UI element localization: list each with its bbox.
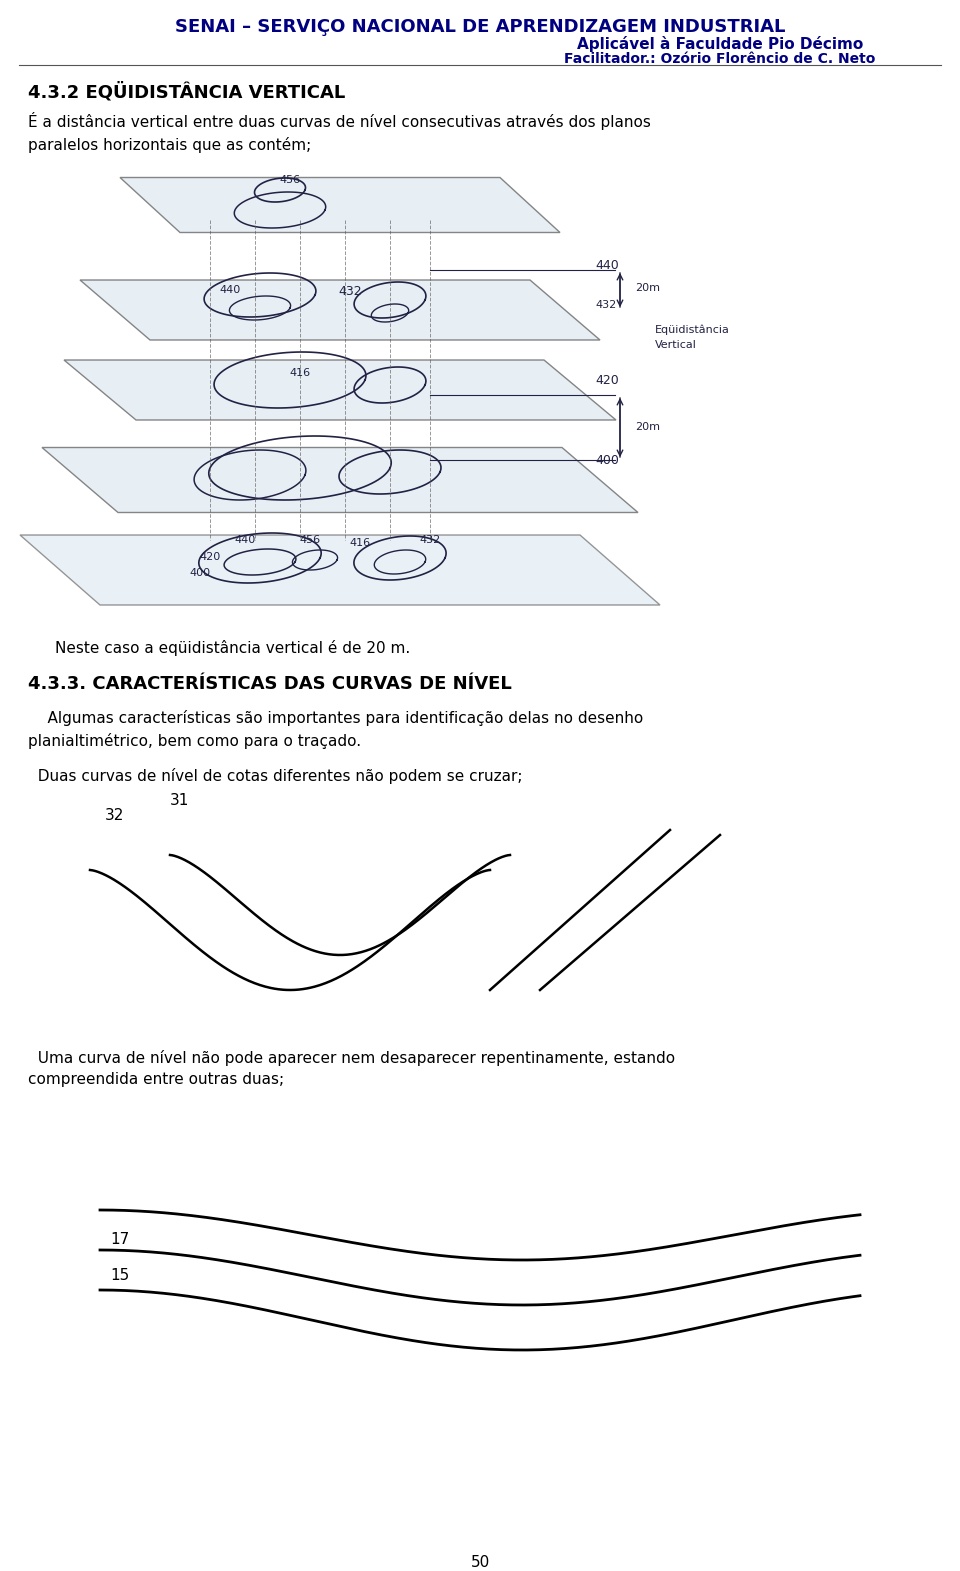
Text: Neste caso a eqüidistância vertical é de 20 m.: Neste caso a eqüidistância vertical é de… xyxy=(55,639,410,657)
Text: 400: 400 xyxy=(189,569,210,578)
Text: 440: 440 xyxy=(220,284,241,295)
Text: 420: 420 xyxy=(200,551,221,562)
Text: 420: 420 xyxy=(595,374,619,386)
Polygon shape xyxy=(64,360,616,419)
Text: Facilitador.: Ozório Florêncio de C. Neto: Facilitador.: Ozório Florêncio de C. Net… xyxy=(564,52,876,66)
Text: Eqüidistância: Eqüidistância xyxy=(655,325,730,335)
Text: Vertical: Vertical xyxy=(655,339,697,350)
Text: 440: 440 xyxy=(595,259,619,272)
Text: 432: 432 xyxy=(338,284,362,298)
Polygon shape xyxy=(42,448,638,512)
Text: 15: 15 xyxy=(110,1268,130,1282)
Text: 432: 432 xyxy=(420,536,441,545)
Text: 4.3.3. CARACTERÍSTICAS DAS CURVAS DE NÍVEL: 4.3.3. CARACTERÍSTICAS DAS CURVAS DE NÍV… xyxy=(28,676,512,693)
Text: SENAI – SERVIÇO NACIONAL DE APRENDIZAGEM INDUSTRIAL: SENAI – SERVIÇO NACIONAL DE APRENDIZAGEM… xyxy=(175,17,785,36)
Text: Algumas características são importantes para identificação delas no desenho
plan: Algumas características são importantes … xyxy=(28,710,643,748)
Polygon shape xyxy=(80,280,600,339)
Text: 416: 416 xyxy=(289,368,311,379)
Text: Aplicável à Faculdade Pio Décimo: Aplicável à Faculdade Pio Décimo xyxy=(577,36,863,52)
Text: 17: 17 xyxy=(110,1233,130,1247)
Text: 31: 31 xyxy=(170,792,189,807)
Text: Duas curvas de nível de cotas diferentes não podem se cruzar;: Duas curvas de nível de cotas diferentes… xyxy=(28,768,522,784)
Text: 440: 440 xyxy=(234,536,255,545)
Text: 456: 456 xyxy=(279,174,300,185)
Text: 20m: 20m xyxy=(635,423,660,432)
Polygon shape xyxy=(120,178,560,233)
Text: É a distância vertical entre duas curvas de nível consecutivas através dos plano: É a distância vertical entre duas curvas… xyxy=(28,112,651,152)
Polygon shape xyxy=(20,536,660,605)
Text: 400: 400 xyxy=(595,454,619,467)
Text: 32: 32 xyxy=(105,807,125,823)
Text: Uma curva de nível não pode aparecer nem desaparecer repentinamente, estando
com: Uma curva de nível não pode aparecer nem… xyxy=(28,1049,675,1087)
Text: 456: 456 xyxy=(300,536,321,545)
Text: 50: 50 xyxy=(470,1555,490,1569)
Text: 20m: 20m xyxy=(635,283,660,294)
Text: 416: 416 xyxy=(349,537,371,548)
Text: 4.3.2 EQÜIDISTÂNCIA VERTICAL: 4.3.2 EQÜIDISTÂNCIA VERTICAL xyxy=(28,82,346,102)
Text: 432: 432 xyxy=(595,300,616,309)
